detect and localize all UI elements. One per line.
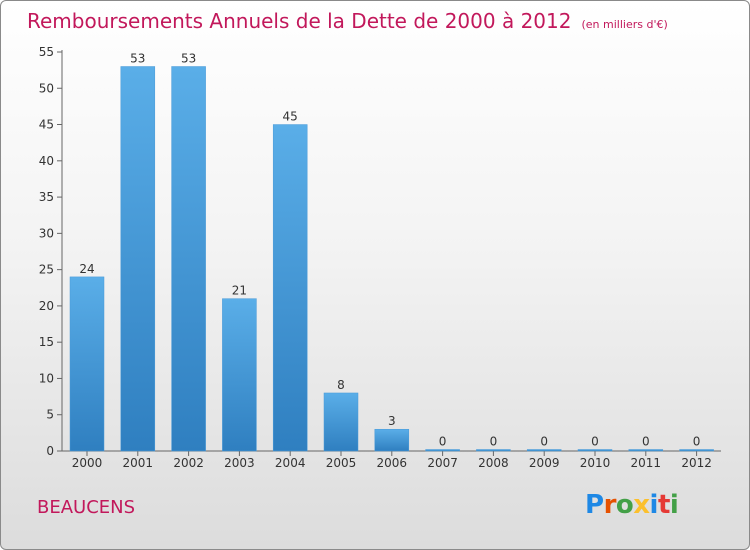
- y-tick-label: 45: [39, 118, 54, 132]
- x-tick-label: 2003: [224, 456, 255, 470]
- bar: [526, 449, 562, 452]
- bars: [69, 66, 714, 452]
- bar: [374, 428, 410, 452]
- bar-value-label: 0: [540, 435, 548, 449]
- y-tick-label: 30: [39, 226, 54, 240]
- bar-value-label: 21: [232, 284, 247, 298]
- logo-letter: t: [657, 490, 670, 520]
- bar: [69, 276, 105, 452]
- y-tick-label: 15: [39, 335, 54, 349]
- bar: [171, 66, 206, 452]
- logo-letter: r: [603, 490, 617, 520]
- bar: [476, 449, 511, 452]
- bar-value-label: 0: [642, 435, 650, 449]
- y-tick-label: 40: [39, 154, 54, 168]
- x-tick-label: 2012: [681, 456, 712, 470]
- bar-value-label: 0: [490, 435, 498, 449]
- proxiti-logo: Proxiti: [585, 490, 679, 520]
- y-tick-label: 50: [39, 81, 54, 95]
- bar-value-label: 0: [693, 435, 701, 449]
- bar: [425, 449, 460, 452]
- chart-title: Remboursements Annuels de la Dette de 20…: [27, 9, 572, 33]
- logo-letter: i: [669, 490, 679, 520]
- bar: [628, 449, 664, 452]
- y-tick-label: 0: [46, 444, 54, 458]
- bar-value-label: 3: [388, 414, 396, 428]
- logo-letter: o: [615, 490, 634, 520]
- y-tick-label: 25: [39, 263, 54, 277]
- x-tick-label: 2009: [529, 456, 560, 470]
- bar: [679, 449, 714, 452]
- chart-subtitle: (en milliers d'€): [581, 18, 668, 31]
- bar: [120, 66, 156, 452]
- x-tick-label: 2006: [377, 456, 408, 470]
- bar-value-label: 53: [130, 52, 145, 66]
- logo-letter: i: [649, 490, 659, 520]
- logo-letter: P: [585, 490, 604, 520]
- bar-value-label: 45: [283, 110, 298, 124]
- bar-value-label: 8: [337, 378, 345, 392]
- x-tick-label: 2000: [72, 456, 103, 470]
- commune-name: BEAUCENS: [37, 497, 136, 518]
- x-tick-label: 2001: [123, 456, 154, 470]
- x-tick-label: 2005: [326, 456, 357, 470]
- x-tick-label: 2004: [275, 456, 306, 470]
- x-tick-label: 2002: [173, 456, 204, 470]
- bar: [577, 449, 613, 452]
- y-tick-label: 55: [39, 45, 54, 59]
- bar-value-label: 53: [181, 52, 196, 66]
- bar: [323, 392, 359, 452]
- bar-value-label: 0: [439, 435, 447, 449]
- title-row: Remboursements Annuels de la Dette de 20…: [27, 9, 668, 33]
- x-tick-label: 2007: [427, 456, 458, 470]
- bar: [272, 124, 308, 452]
- y-tick-label: 10: [39, 371, 54, 385]
- bar-value-label: 0: [591, 435, 599, 449]
- data-labels: 24 53 53 21 45 8 3 0 0 0 0 0 0: [79, 52, 700, 449]
- bar: [222, 298, 257, 452]
- bar-value-label: 24: [79, 262, 94, 276]
- y-tick-label: 35: [39, 190, 54, 204]
- x-tick-label: 2010: [580, 456, 611, 470]
- y-tick-label: 5: [46, 408, 54, 422]
- x-tick-label: 2008: [478, 456, 509, 470]
- x-tick-label: 2011: [631, 456, 662, 470]
- logo-letter: x: [633, 490, 650, 520]
- y-tick-label: 20: [39, 299, 54, 313]
